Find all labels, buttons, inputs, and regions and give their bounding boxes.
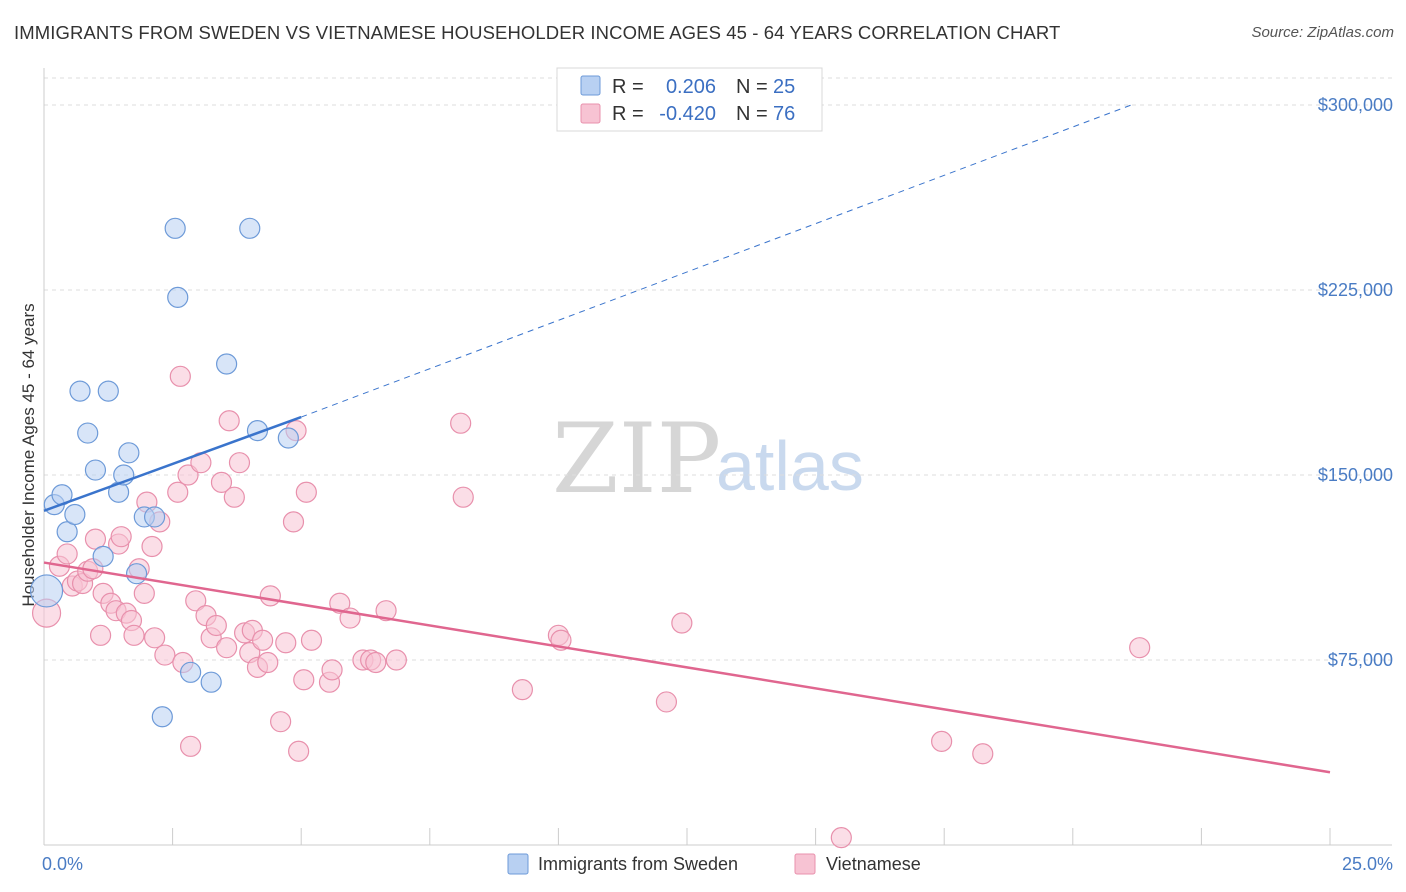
legend-n-value-sweden: 25 xyxy=(773,76,795,98)
sweden-point-17 xyxy=(164,217,186,239)
vietnamese-point-9 xyxy=(89,624,112,646)
vietnamese-point-71 xyxy=(830,826,852,849)
vietnamese-point-46 xyxy=(259,585,281,607)
sweden-point-7 xyxy=(84,459,107,481)
source-label: Source: ZipAtlas.com xyxy=(1251,24,1394,41)
vietnamese-point-65 xyxy=(452,486,474,508)
correlation-legend: R = 0.206 N = 25 R = -0.420 N = 76 xyxy=(556,67,823,132)
vietnamese-point-57 xyxy=(329,592,351,614)
sweden-point-9 xyxy=(97,380,119,402)
gridlines xyxy=(44,77,1392,661)
sweden-point-12 xyxy=(118,442,140,464)
series-legend-label-sweden: Immigrants from Sweden xyxy=(538,854,738,874)
vietnamese-point-49 xyxy=(282,511,305,533)
vietnamese-point-52 xyxy=(293,669,315,691)
legend-r-label-sweden: R = xyxy=(612,76,644,98)
vietnamese-point-29 xyxy=(180,735,202,757)
vietnamese-point-56 xyxy=(321,659,343,681)
vietnamese-point-14 xyxy=(110,526,132,548)
sweden-point-20 xyxy=(200,671,222,693)
sweden-point-13 xyxy=(125,563,148,585)
sweden-point-4 xyxy=(64,503,86,526)
y-tick-label-225000: $225,000 xyxy=(1318,280,1393,300)
sweden-point-16 xyxy=(151,706,173,728)
sweden-point-6 xyxy=(77,422,99,444)
legend-box xyxy=(556,67,823,132)
sweden-point-15 xyxy=(143,506,166,528)
series-legend: Immigrants from Sweden Vietnamese xyxy=(507,853,921,875)
vietnamese-point-54 xyxy=(300,629,323,651)
legend-r-label-vietnamese: R = xyxy=(612,103,644,125)
legend-swatch-sweden xyxy=(580,75,601,96)
vietnamese-point-19 xyxy=(133,582,155,605)
sweden-trend-line xyxy=(43,415,302,512)
chart-title: IMMIGRANTS FROM SWEDEN VS VIETNAMESE HOU… xyxy=(14,22,1061,43)
trend-lines xyxy=(43,103,1331,774)
vietnamese-point-30 xyxy=(185,590,207,612)
vietnamese-point-26 xyxy=(169,365,191,387)
y-tick-label-300000: $300,000 xyxy=(1318,95,1393,115)
sweden-point-24 xyxy=(277,427,299,449)
legend-n-label-vietnamese: N = xyxy=(736,103,768,125)
x-ticks xyxy=(172,828,1331,845)
vietnamese-point-44 xyxy=(252,629,274,651)
vietnamese-point-25 xyxy=(167,481,189,503)
vietnamese-point-45 xyxy=(257,651,279,674)
legend-n-value-vietnamese: 76 xyxy=(773,103,795,125)
vietnamese-point-73 xyxy=(972,743,994,765)
series-legend-swatch-sweden xyxy=(507,853,529,875)
sweden-point-0 xyxy=(29,574,64,608)
sweden-point-19 xyxy=(180,661,202,683)
vietnamese-point-38 xyxy=(223,486,245,508)
vietnamese-point-69 xyxy=(655,691,678,713)
vietnamese-point-24 xyxy=(154,644,176,666)
vietnamese-point-2 xyxy=(56,543,78,565)
vietnamese-point-72 xyxy=(931,730,953,753)
vietnamese-point-53 xyxy=(295,481,317,503)
vietnamese-point-47 xyxy=(270,711,292,733)
vietnamese-point-64 xyxy=(450,412,472,434)
sweden-point-21 xyxy=(216,353,238,375)
vietnamese-point-22 xyxy=(143,627,166,649)
vietnamese-point-35 xyxy=(210,471,233,493)
sweden-trend-extension xyxy=(301,103,1135,418)
sweden-point-22 xyxy=(239,217,261,239)
legend-n-label-sweden: N = xyxy=(736,76,768,98)
watermark-zip: ZIP xyxy=(552,403,721,515)
vietnamese-point-66 xyxy=(511,678,533,701)
sweden-point-5 xyxy=(69,380,91,402)
vietnamese-point-34 xyxy=(205,614,227,637)
vietnamese-point-21 xyxy=(141,535,163,558)
y-tick-labels: $75,000 $150,000 $225,000 $300,000 xyxy=(1318,95,1393,670)
y-tick-label-75000: $75,000 xyxy=(1328,650,1393,670)
x-tick-label-min: 0.0% xyxy=(42,854,83,874)
vietnamese-point-74 xyxy=(1129,637,1151,659)
legend-r-value-vietnamese: -0.420 xyxy=(659,103,716,125)
vietnamese-point-70 xyxy=(671,612,693,634)
sweden-point-18 xyxy=(167,286,189,308)
vietnamese-point-36 xyxy=(216,637,238,659)
vietnamese-point-48 xyxy=(275,632,297,654)
watermark-atlas: atlas xyxy=(716,427,864,505)
vietnamese-point-62 xyxy=(375,600,397,622)
y-tick-label-150000: $150,000 xyxy=(1318,465,1393,485)
sweden-point-8 xyxy=(92,545,114,568)
legend-swatch-vietnamese xyxy=(580,103,601,124)
vietnamese-trend-line xyxy=(43,561,1331,774)
vietnamese-point-28 xyxy=(177,464,199,486)
vietnamese-point-63 xyxy=(385,649,407,671)
vietnamese-point-17 xyxy=(123,624,145,646)
vietnamese-point-37 xyxy=(218,410,240,432)
vietnamese-point-51 xyxy=(288,740,310,762)
series-legend-label-vietnamese: Vietnamese xyxy=(826,854,921,874)
x-tick-label-max: 25.0% xyxy=(1342,854,1393,874)
series-legend-swatch-vietnamese xyxy=(794,853,816,875)
y-axis-label: Householder Income Ages 45 - 64 years xyxy=(19,303,38,606)
legend-r-value-sweden: 0.206 xyxy=(666,76,716,98)
vietnamese-point-39 xyxy=(228,452,251,474)
vietnamese-point-61 xyxy=(365,651,387,674)
